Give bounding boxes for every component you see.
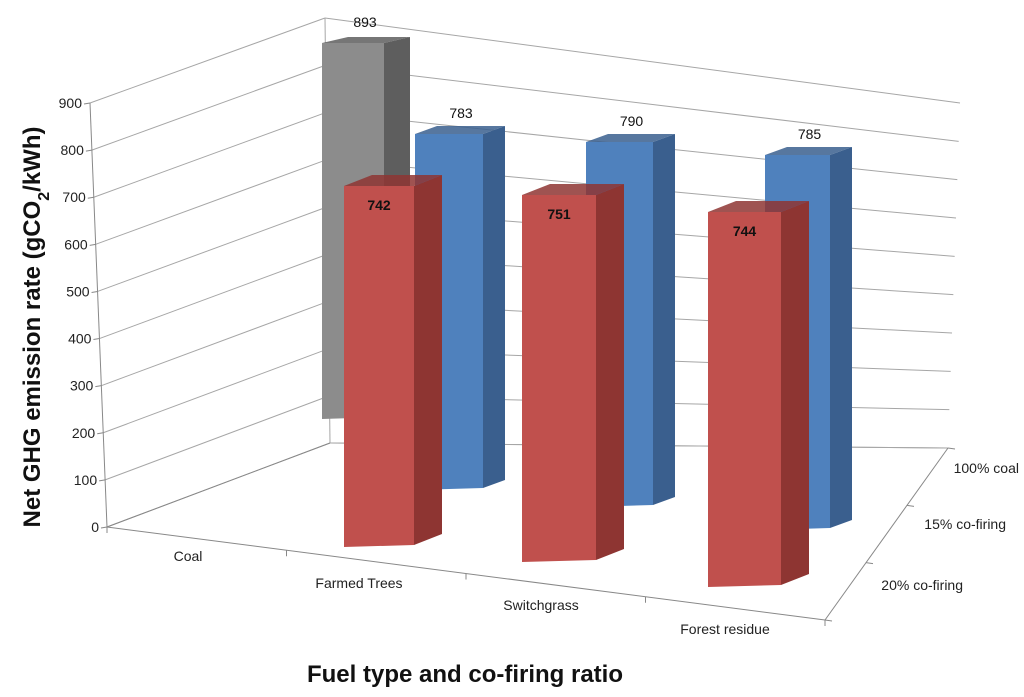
bar-side-20-co-firing-farmed-trees	[414, 175, 442, 545]
data-label-15-co-firing-forest-residue: 785	[798, 126, 822, 142]
bar-front-20-co-firing-farmed-trees	[344, 186, 414, 547]
bar-front-20-co-firing-forest-residue	[708, 212, 781, 587]
y-tick-mark-0	[100, 526, 108, 529]
y-tick-mark-200	[97, 432, 104, 435]
depth-axis-line	[824, 447, 949, 621]
y-tick-label-600: 600	[64, 236, 88, 252]
y-tick-label-100: 100	[74, 472, 98, 488]
y-tick-label-400: 400	[68, 331, 92, 347]
gridline-left-800	[91, 64, 326, 151]
x-axis-title: Fuel type and co-firing ratio	[307, 661, 623, 688]
data-label-20-co-firing-switchgrass: 751	[547, 206, 571, 222]
data-label-15-co-firing-switchgrass: 790	[620, 113, 644, 129]
bar-front-20-co-firing-switchgrass	[522, 195, 596, 562]
bar-top-15-co-firing-forest-residue	[765, 147, 852, 155]
y-tick-mark-400	[93, 338, 100, 341]
y-tick-mark-900	[83, 102, 91, 105]
y-tick-label-900: 900	[59, 95, 83, 111]
y-axis-line	[89, 102, 108, 528]
depth-label-15-co-firing: 15% co-firing	[924, 516, 1006, 532]
y-axis-title-unit: /kWh)	[19, 127, 46, 192]
bar-side-15-co-firing-forest-residue	[830, 147, 852, 528]
y-tick-mark-800	[85, 149, 92, 152]
y-tick-label-200: 200	[72, 425, 96, 441]
y-tick-mark-500	[91, 290, 98, 293]
data-label-20-co-firing-forest-residue: 744	[733, 223, 757, 239]
y-tick-mark-600	[89, 243, 96, 246]
gridline-left-400	[99, 253, 328, 340]
depth-tick-mark-2	[906, 504, 915, 507]
gridline-left-500	[97, 206, 328, 292]
y-tick-mark-300	[95, 385, 102, 388]
y-tick-mark-100	[99, 479, 106, 482]
data-label-15-co-firing-farmed-trees: 783	[449, 105, 473, 121]
depth-label-100-coal: 100% coal	[954, 460, 1019, 476]
depth-tick-mark-3	[947, 447, 956, 450]
bar-side-15-co-firing-farmed-trees	[483, 126, 505, 488]
bar-top-20-co-firing-farmed-trees	[344, 175, 442, 186]
y-axis-title-subscript: 2	[36, 192, 53, 201]
depth-tick-mark-0	[824, 619, 833, 622]
bar-top-20-co-firing-forest-residue	[708, 201, 809, 212]
gridline-left-600	[95, 159, 327, 245]
x-tick-label-switchgrass: Switchgrass	[503, 597, 578, 613]
labels: 0 100 200 300 400 500 600 700 800 900 Coal Farmed T…	[59, 14, 1019, 637]
y-tick-label-700: 700	[62, 189, 86, 205]
y-tick-mark-700	[87, 196, 94, 199]
bar-top-20-co-firing-switchgrass	[522, 184, 624, 195]
y-axis-title: Net GHG emission rate (gCO2/kWh)	[19, 127, 53, 528]
y-tick-label-500: 500	[66, 283, 90, 299]
bar-top-15-co-firing-farmed-trees	[415, 126, 505, 134]
y-tick-label-800: 800	[61, 142, 85, 158]
bar-top-100-coal-coal	[322, 37, 410, 43]
x-tick-label-coal: Coal	[174, 548, 203, 564]
bar-side-20-co-firing-forest-residue	[781, 201, 809, 585]
y-tick-label-0: 0	[91, 519, 99, 535]
x-tick-label-farmed-trees: Farmed Trees	[315, 575, 402, 591]
gridline-left-200	[103, 348, 330, 434]
gridline-left-900	[89, 17, 326, 104]
bars	[322, 37, 852, 587]
bar-top-15-co-firing-switchgrass	[586, 134, 675, 142]
gridline-left-300	[101, 300, 329, 387]
data-label-20-co-firing-farmed-trees: 742	[367, 197, 391, 213]
bar-side-20-co-firing-switchgrass	[596, 184, 624, 560]
data-label-100-coal-coal: 893	[353, 14, 377, 30]
gridline-left-700	[93, 111, 327, 198]
depth-label-20-co-firing: 20% co-firing	[881, 577, 963, 593]
floor-left-edge	[106, 442, 331, 528]
gridline-back-800	[325, 64, 959, 142]
y-tick-label-300: 300	[70, 378, 94, 394]
x-tick-label-forest-residue: Forest residue	[680, 621, 770, 637]
gridline-back-900	[324, 17, 961, 104]
gridline-left-100	[104, 395, 330, 481]
depth-tick-mark-1	[865, 562, 874, 565]
y-axis-title-main: Net GHG emission rate (gCO	[19, 201, 46, 528]
bar-side-15-co-firing-switchgrass	[653, 134, 675, 505]
